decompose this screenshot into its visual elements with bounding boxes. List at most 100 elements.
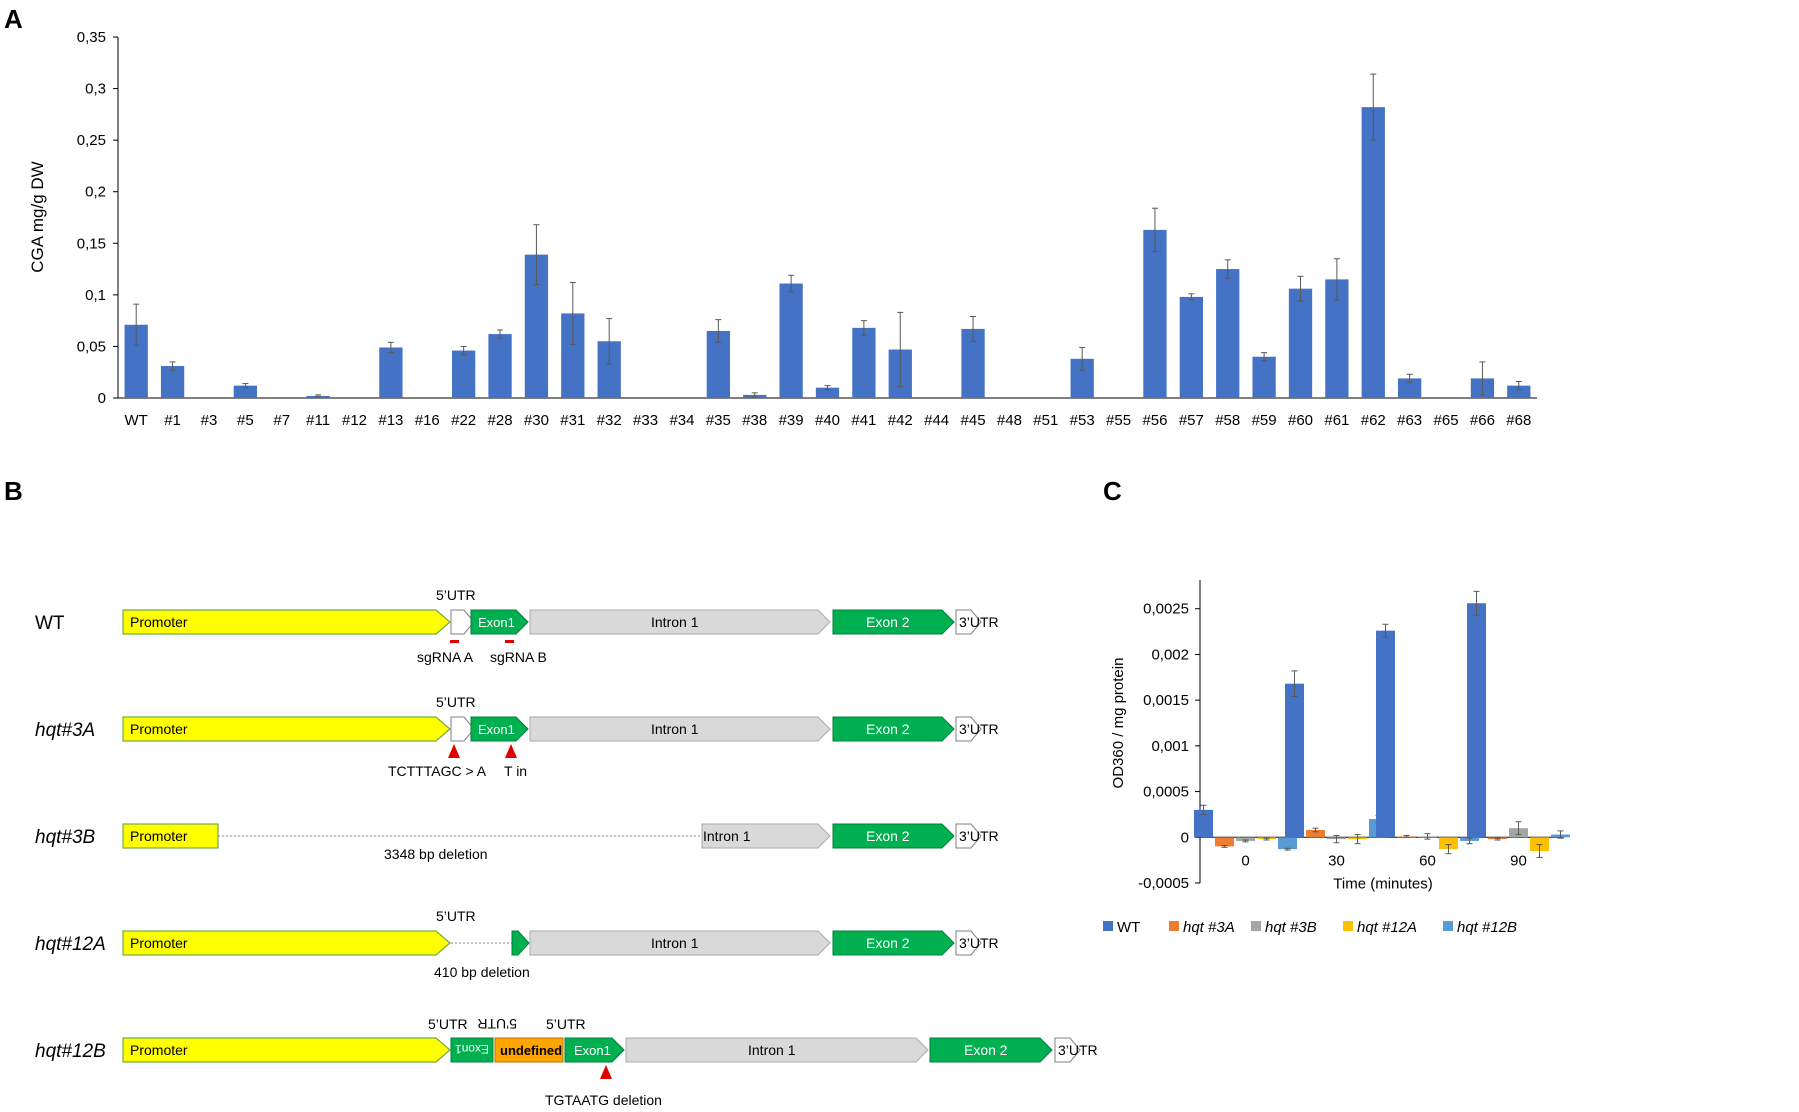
x-tick-label: #51: [1033, 412, 1058, 429]
x-tick-label: #41: [851, 412, 876, 429]
y-axis-title: CGA mg/g DW: [28, 161, 47, 272]
x-tick-label: #68: [1506, 412, 1531, 429]
utr3-block: [955, 823, 982, 849]
x-tick-label: 0: [1241, 852, 1249, 869]
intron1-block: [701, 823, 831, 849]
promoter-block: [122, 716, 451, 742]
exon1-label: Exon1: [574, 1043, 611, 1058]
utr5-label-2: 5’UTR: [546, 1016, 586, 1032]
utr5-block: [450, 716, 475, 742]
y-tick-label: 0,35: [77, 29, 106, 46]
y-tick-label: 0,1: [85, 287, 106, 304]
bar: [1325, 279, 1349, 398]
legend-swatch: [1169, 921, 1179, 931]
exon2-block: [832, 930, 955, 956]
x-tick-label: 60: [1419, 852, 1436, 869]
utr3-label: 3’UTR: [959, 721, 999, 737]
bar: [1252, 356, 1276, 398]
intron1-block: [625, 1037, 929, 1063]
row-hqt3b: hqt#3B Promoter Intron 1 Exon 2 3’UTR 33…: [35, 823, 999, 862]
sgrna-b-label: sgRNA B: [490, 649, 547, 665]
y-tick-label: 0,25: [77, 132, 106, 149]
bar: [1507, 385, 1531, 398]
utr3-label: 3’UTR: [959, 828, 999, 844]
y-tick-label: 0,3: [85, 81, 106, 98]
intron1-label: Intron 1: [703, 828, 751, 844]
x-tick-label: 90: [1510, 852, 1527, 869]
bar: [1439, 837, 1458, 850]
utr5-inverted-label: 5’UTR: [477, 1016, 517, 1032]
exon1-label: Exon1: [478, 615, 515, 630]
intron1-block: [529, 930, 831, 956]
utr3-label: 3’UTR: [959, 935, 999, 951]
bar: [1467, 603, 1486, 838]
x-tick-label: #58: [1215, 412, 1240, 429]
bar: [1216, 269, 1240, 398]
promoter-label: Promoter: [130, 935, 188, 951]
bar: [1070, 358, 1094, 398]
sgrna-a-label: sgRNA A: [417, 649, 474, 665]
utr5-label: 5’UTR: [436, 908, 476, 924]
promoter-label: Promoter: [130, 721, 188, 737]
x-tick-label: WT: [125, 412, 148, 429]
legend-label: hqt #3B: [1265, 919, 1317, 936]
y-tick-label: 0,2: [85, 184, 106, 201]
mutation-marker: [505, 744, 517, 758]
deletion-label-12a: 410 bp deletion: [434, 964, 530, 980]
exon2-block: [832, 609, 955, 635]
bar: [452, 350, 476, 398]
bar: [488, 334, 512, 398]
x-tick-label: #31: [560, 412, 585, 429]
promoter-label: Promoter: [130, 614, 188, 630]
promoter-block: [122, 1037, 451, 1063]
y-tick-label: 0,001: [1151, 738, 1189, 755]
bar: [961, 328, 985, 398]
bar: [561, 313, 585, 398]
utr5-label: 5’UTR: [436, 694, 476, 710]
exon2-label: Exon 2: [866, 721, 910, 737]
x-tick-label: #30: [524, 412, 549, 429]
x-tick-label: #65: [1434, 412, 1459, 429]
bar: [1306, 829, 1325, 838]
x-tick-label: #44: [924, 412, 949, 429]
deletion-label-12b: TGTAATG deletion: [545, 1092, 662, 1108]
y-tick-label: -0,0005: [1138, 875, 1189, 892]
x-tick-label: #45: [961, 412, 986, 429]
intron1-block: [529, 609, 831, 635]
row-hqt12b: hqt#12B Promoter 5’UTR Exon1 5’UTR undef…: [35, 1016, 1098, 1108]
x-tick-label: #32: [597, 412, 622, 429]
bar: [524, 254, 549, 398]
x-tick-label: #38: [742, 412, 767, 429]
sgrna-a-marker: [450, 640, 459, 643]
legend-label: hqt #12A: [1357, 919, 1417, 936]
bar: [233, 385, 257, 398]
utr3-label: 3’UTR: [959, 614, 999, 630]
row-hqt12a: hqt#12A Promoter 5’UTR Intron 1 Exon 2 3…: [35, 908, 999, 980]
exon2-label: Exon 2: [964, 1042, 1008, 1058]
exon1-inverted-block: [450, 1037, 494, 1063]
exon1-fragment: [511, 930, 530, 956]
panel-label-b: B: [4, 476, 23, 506]
x-tick-label: #3: [201, 412, 218, 429]
utr5-label: 5’UTR: [428, 1016, 468, 1032]
x-tick-label: #66: [1470, 412, 1495, 429]
x-axis-title: Time (minutes): [1333, 875, 1432, 892]
row-wt: WT Promoter 5’UTR Exon1 Intron 1 Exon 2 …: [35, 587, 999, 665]
chart-c: enzymatic activity-0,000500,00050,0010,0…: [1103, 580, 1570, 936]
exon2-block: [929, 1037, 1053, 1063]
chart-a: 0 0,05 0,1 0,15 0,2 0,25 0,3 0,35 CGA mg/g DW WT #…: [28, 29, 1537, 429]
y-tick-label: 0,05: [77, 338, 106, 355]
intron1-label: Intron 1: [651, 935, 699, 951]
bar: [597, 341, 621, 398]
panel-label-c: C: [1103, 476, 1122, 506]
undefined-block: [494, 1037, 564, 1063]
row-label-hqt3a: hqt#3A: [35, 720, 95, 741]
promoter-label: Promoter: [130, 1042, 188, 1058]
x-tick-label: #57: [1179, 412, 1204, 429]
intron1-label: Intron 1: [748, 1042, 796, 1058]
bar: [1398, 378, 1422, 398]
x-tick-label: #42: [888, 412, 913, 429]
bar: [815, 387, 840, 398]
y-tick-label: 0: [98, 390, 106, 407]
x-tick-label: #60: [1288, 412, 1313, 429]
